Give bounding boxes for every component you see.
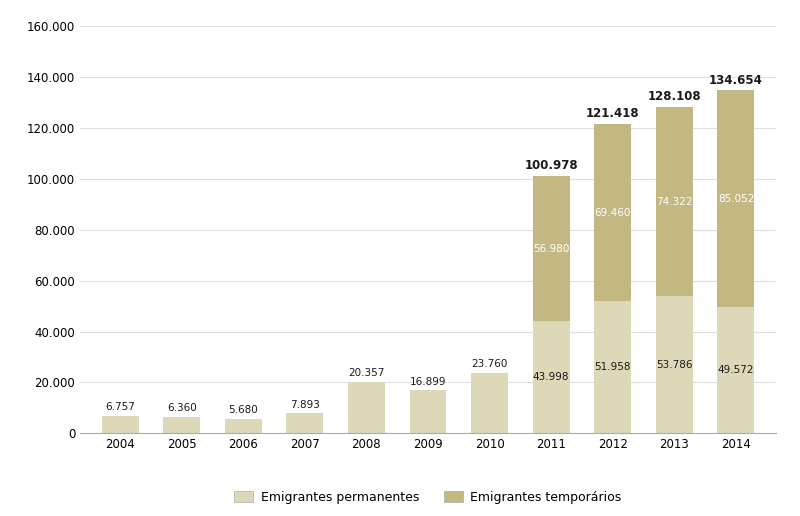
Text: 16.899: 16.899 (410, 377, 446, 386)
Bar (102, 416, 138, 433)
Text: 7.893: 7.893 (290, 399, 320, 410)
Text: 6.360: 6.360 (166, 404, 197, 413)
Text: 100.978: 100.978 (524, 159, 578, 172)
Text: 51.958: 51.958 (594, 362, 631, 372)
Bar (286, 413, 323, 433)
Bar (594, 124, 631, 301)
Legend: Emigrantes permanentes, Emigrantes temporários: Emigrantes permanentes, Emigrantes tempo… (230, 486, 626, 509)
Text: 20.357: 20.357 (348, 368, 385, 378)
Bar (718, 307, 754, 433)
Text: 128.108: 128.108 (647, 90, 701, 103)
Text: 74.322: 74.322 (656, 197, 693, 207)
Text: 6.757: 6.757 (105, 402, 135, 412)
Text: 53.786: 53.786 (656, 360, 693, 370)
Bar (225, 419, 262, 433)
Text: 23.760: 23.760 (471, 359, 508, 369)
Text: 134.654: 134.654 (709, 74, 763, 87)
Text: 43.998: 43.998 (533, 373, 570, 382)
Bar (348, 381, 385, 433)
Text: 56.980: 56.980 (533, 244, 570, 254)
Bar (656, 296, 693, 433)
Text: 121.418: 121.418 (586, 107, 639, 120)
Bar (594, 301, 631, 433)
Bar (471, 373, 508, 433)
Text: 85.052: 85.052 (718, 194, 754, 204)
Bar (410, 391, 446, 433)
Text: 5.680: 5.680 (228, 405, 258, 415)
Bar (718, 90, 754, 307)
Bar (656, 107, 693, 296)
Text: 49.572: 49.572 (718, 365, 754, 375)
Text: 69.460: 69.460 (594, 207, 631, 218)
Bar (533, 176, 570, 321)
Bar (533, 321, 570, 433)
Bar (163, 417, 200, 433)
